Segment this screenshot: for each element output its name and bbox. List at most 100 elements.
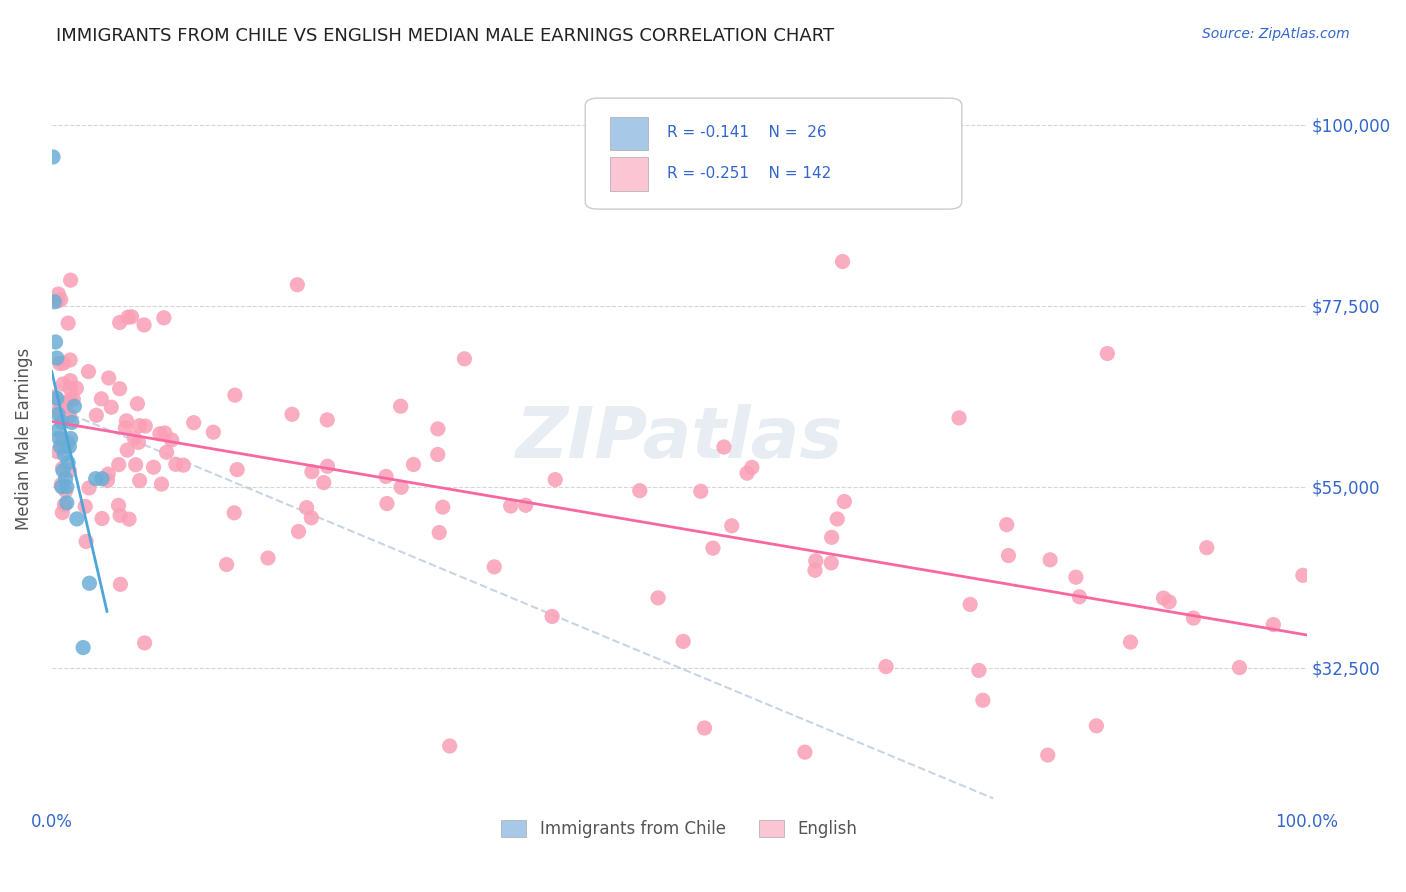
Point [48,432,70,446]
Point [107,499,129,513]
Point [967,664,990,678]
Point [165,458,187,472]
Text: IMMIGRANTS FROM CHILE VS ENGLISH MEDIAN MALE EARNINGS CORRELATION CHART: IMMIGRANTS FROM CHILE VS ENGLISH MEDIAN … [56,27,834,45]
Point [62,392,84,406]
Point [499,499,522,513]
Point [453,351,475,366]
Point [427,525,450,540]
Point [108,508,131,523]
Point [51,477,73,491]
Point [793,745,815,759]
Point [257,551,280,566]
Point [127,397,149,411]
Point [128,474,150,488]
Point [56,395,79,409]
Point [59,353,82,368]
Point [42,150,65,164]
Point [628,483,651,498]
Point [91,511,114,525]
Point [75,534,97,549]
Point [132,318,155,332]
Point [821,530,844,544]
Point [647,591,669,605]
Y-axis label: Median Male Earnings: Median Male Earnings [15,347,32,530]
Point [142,460,165,475]
Point [58,440,80,454]
Point [224,506,246,520]
Point [1119,635,1142,649]
Point [1182,611,1205,625]
Point [439,739,461,753]
Point [55,483,77,498]
Point [312,475,335,490]
Point [107,458,129,472]
Point [875,659,897,673]
Point [77,481,100,495]
Point [702,541,724,556]
Point [134,419,156,434]
Point [97,371,120,385]
Point [51,461,73,475]
Point [108,316,131,330]
Point [825,512,848,526]
Point [1229,660,1251,674]
Bar [610,157,648,191]
Point [45,391,67,405]
Point [1064,570,1087,584]
Point [972,693,994,707]
Point [59,382,82,396]
Point [66,512,89,526]
Point [134,636,156,650]
Point [114,421,136,435]
Point [52,377,75,392]
Point [44,334,66,349]
Point [153,425,176,440]
Point [713,440,735,454]
Point [59,432,82,446]
Point [51,506,73,520]
Point [118,512,141,526]
Point [79,576,101,591]
Point [389,480,412,494]
Point [285,277,308,292]
Point [150,477,173,491]
Point [299,510,322,524]
Point [1085,719,1108,733]
Point [59,273,82,287]
Point [820,556,842,570]
Point [948,410,970,425]
Point [693,721,716,735]
Point [72,640,94,655]
Point [49,357,72,371]
Point [117,310,139,325]
Point [55,472,77,486]
Point [202,425,225,440]
Point [46,294,69,309]
Point [128,418,150,433]
Point [432,500,454,515]
Point [301,465,323,479]
Point [56,435,79,450]
Point [56,496,79,510]
Point [49,293,72,307]
Point [1263,617,1285,632]
Legend: Immigrants from Chile, English: Immigrants from Chile, English [495,813,863,845]
Point [60,416,83,430]
Point [59,374,82,388]
Point [183,416,205,430]
Point [997,549,1019,563]
Point [1097,346,1119,360]
Point [58,464,80,478]
Point [316,459,339,474]
Point [46,424,69,438]
Point [45,351,67,365]
Point [63,400,86,414]
Point [389,399,412,413]
Point [110,577,132,591]
Point [1195,541,1218,555]
Point [834,494,856,508]
Point [49,396,72,410]
Point [56,480,79,494]
Point [720,518,742,533]
Point [84,472,107,486]
